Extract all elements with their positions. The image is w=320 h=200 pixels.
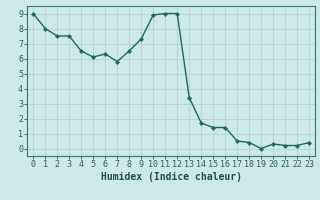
X-axis label: Humidex (Indice chaleur): Humidex (Indice chaleur) xyxy=(101,172,242,182)
